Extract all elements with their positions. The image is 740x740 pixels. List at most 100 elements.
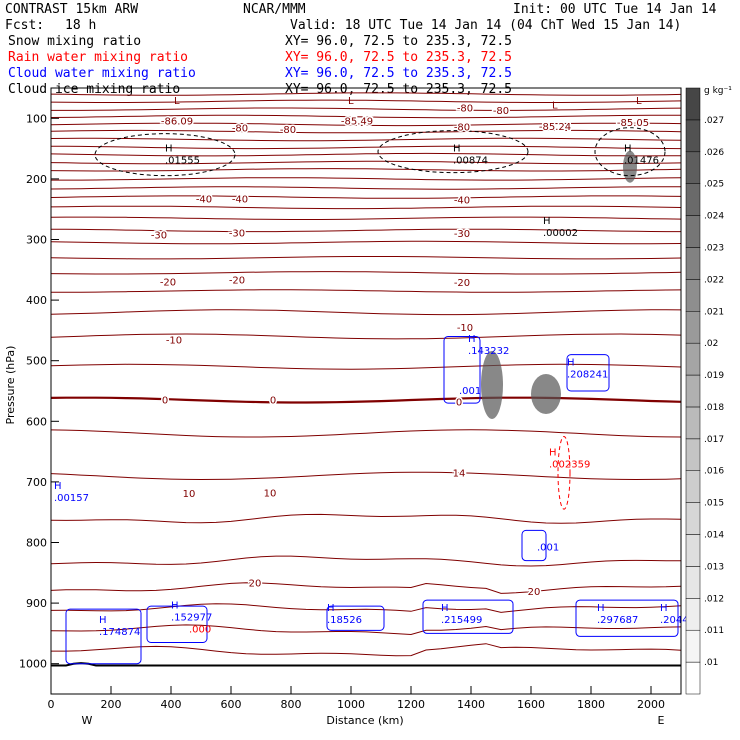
isotherm-label: -40 (232, 195, 248, 206)
extremum-value: .143232 (468, 346, 509, 357)
y-tick-label: 200 (26, 173, 47, 186)
isotherm-label: -85.24 (539, 122, 571, 133)
extremum-marker: L (636, 96, 642, 107)
snow-contour (94, 133, 236, 177)
extremum-value: .01476 (624, 156, 659, 167)
isotherm-label: -85.05 (617, 118, 649, 129)
cloud-water-contour (566, 354, 610, 392)
isotherm-line (50, 195, 682, 199)
cloud-water-contour (443, 335, 481, 404)
isotherm-label: -40 (454, 196, 470, 207)
snow-contour (377, 130, 529, 174)
init-time: Init: 00 UTC Tue 14 Jan 14 (513, 2, 717, 17)
colorbar-swatch (685, 438, 701, 471)
colorbar-tick-label: .014 (704, 531, 724, 541)
ice-shading (623, 150, 637, 183)
cloud-water-contour (422, 599, 514, 634)
isotherm-line (51, 177, 682, 181)
x-tick-label: 200 (101, 698, 122, 711)
x-tick-label: 1400 (457, 698, 485, 711)
isotherm-line (50, 186, 681, 190)
isotherm-label: -30 (151, 230, 167, 241)
isotherm-line (51, 643, 682, 657)
isotherm-line (51, 107, 682, 111)
colorbar-tick-label: .018 (704, 403, 724, 413)
valid-time: Valid: 18 UTC Tue 14 Jan 14 (04 ChT Wed … (290, 18, 681, 33)
isotherm-line (50, 122, 682, 127)
isotherm-line (50, 429, 682, 438)
isotherm-line (50, 99, 682, 103)
colorbar-swatch (685, 279, 701, 312)
extremum-value: .152977 (171, 612, 212, 623)
extremum-marker: H (171, 600, 179, 611)
x-axis-label: Distance (km) (326, 714, 403, 727)
isotherm-line (50, 129, 682, 134)
colorbar-tick-label: .026 (704, 148, 724, 158)
x-tick-label: 600 (221, 698, 242, 711)
extremum-value: .002359 (549, 460, 590, 471)
extremum-marker: H (543, 216, 551, 227)
extremum-marker: H (99, 615, 107, 626)
isotherm-line (50, 256, 682, 260)
isotherm-label: -80 (280, 125, 296, 136)
isotherm-label: -20 (454, 278, 470, 289)
extremum-value: .208241 (567, 369, 608, 380)
field-xy-rain: XY= 96.0, 72.5 to 235.3, 72.5 (285, 50, 512, 65)
isotherm-label: -85.49 (341, 116, 373, 127)
extremum-value: .18526 (327, 615, 362, 626)
colorbar-swatch (685, 598, 701, 631)
extremum-marker: H (468, 334, 476, 345)
isotherm-label: 20 (249, 579, 262, 590)
isotherm-label: 10 (264, 488, 277, 499)
field-name-cloud-water: Cloud water mixing ratio (8, 66, 196, 81)
isotherm-line (50, 513, 682, 524)
isotherm-line (50, 624, 682, 636)
colorbar-swatch (685, 311, 701, 344)
extremum-marker: L (174, 96, 180, 107)
isotherm-line (50, 396, 682, 404)
colorbar-swatch (685, 183, 701, 216)
y-tick-label: 600 (26, 415, 47, 428)
extremum-marker: L (552, 100, 558, 111)
isotherm-line (50, 160, 682, 165)
y-tick-label: 300 (26, 234, 47, 247)
extremum-value: .00002 (543, 228, 578, 239)
colorbar-tick-label: .012 (704, 594, 724, 604)
colorbar-swatch (685, 406, 701, 440)
extremum-value: .000 (189, 625, 211, 636)
isotherm-label: 0 (162, 396, 168, 407)
colorbar-swatch (685, 151, 701, 184)
extremum-marker: H (549, 448, 557, 459)
isotherm-line (50, 582, 682, 594)
isotherm-label: -30 (229, 228, 245, 239)
extremum-value: .00874 (453, 156, 488, 167)
extremum-value: .00157 (54, 493, 89, 504)
isotherm-line (50, 471, 682, 481)
colorbar-tick-label: .011 (704, 626, 724, 636)
isotherm-line (50, 309, 682, 316)
isotherm-line (50, 363, 682, 370)
extremum-value: .01555 (165, 156, 200, 167)
x-tick-label: 1600 (517, 698, 545, 711)
cloud-water-contour (65, 608, 142, 665)
isotherm-label: -20 (160, 278, 176, 289)
isotherm-line (50, 137, 682, 142)
isotherm-line (50, 114, 681, 119)
colorbar-tick-label: .019 (704, 371, 724, 381)
isotherm-line (50, 205, 682, 210)
isotherm-label: -10 (166, 336, 182, 347)
isotherm-line (50, 603, 682, 613)
isotherm-label: -86.09 (161, 116, 193, 127)
x-tick-label: 1000 (337, 698, 365, 711)
extremum-marker: H (567, 357, 575, 368)
y-tick-label: 400 (26, 294, 47, 307)
extremum-value: .174874 (99, 627, 140, 638)
field-name-snow: Snow mixing ratio (8, 34, 141, 49)
isotherm-label: -10 (457, 323, 473, 334)
y-tick-label: 800 (26, 537, 47, 550)
y-tick-label: 100 (26, 112, 47, 125)
ice-shading (531, 374, 561, 415)
cloud-water-contour (575, 599, 679, 637)
